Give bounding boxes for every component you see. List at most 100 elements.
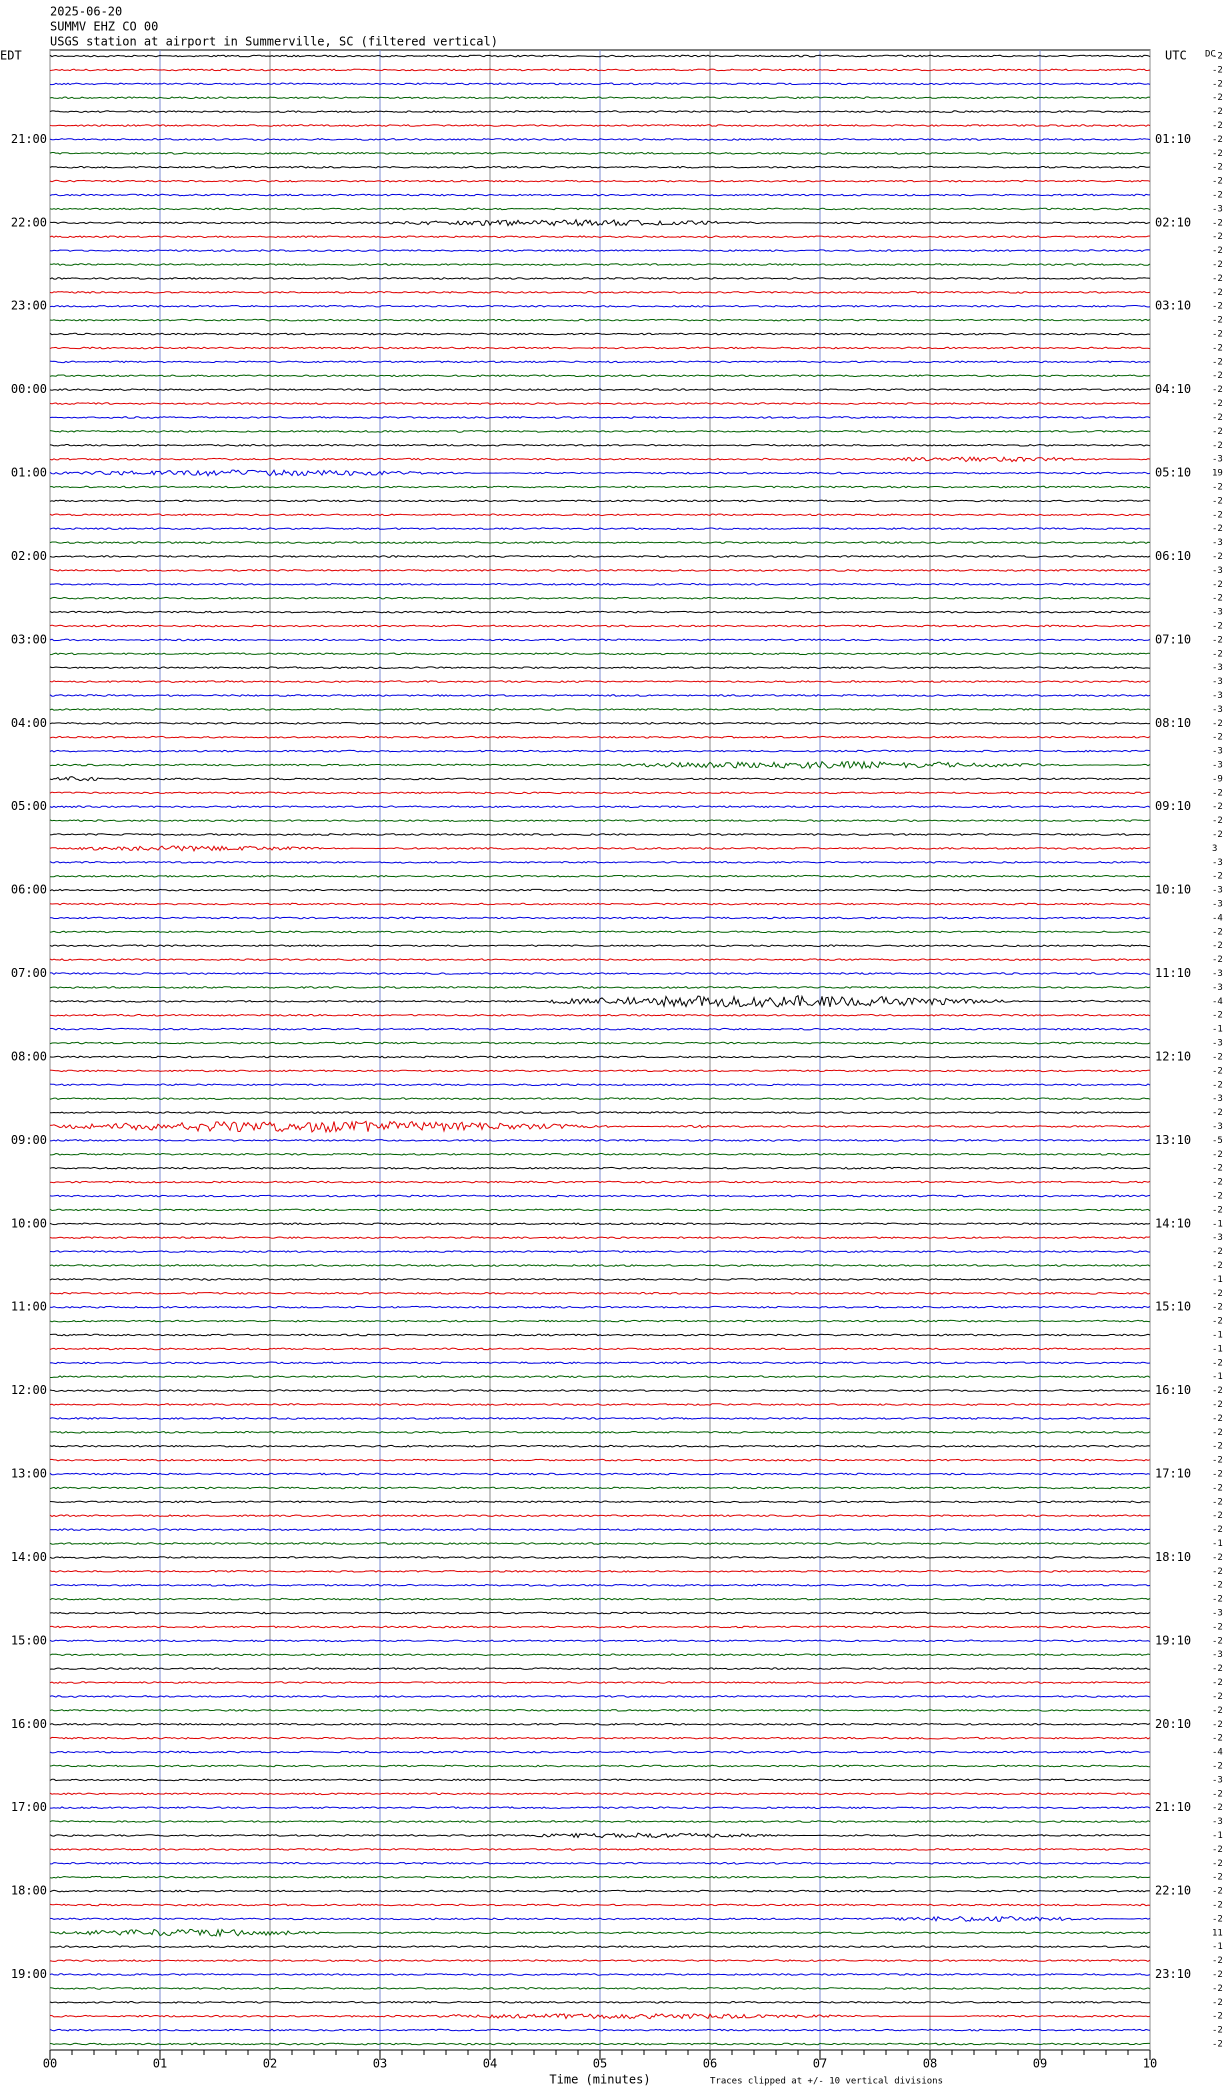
trace [49, 2028, 1151, 2032]
trace [49, 1013, 1151, 1017]
trace-offset: -2 [1212, 218, 1223, 228]
trace-offset: -1 [1212, 1275, 1223, 1285]
trace [49, 994, 1151, 1009]
trace-offset: -2 [1212, 927, 1223, 937]
trace-offset: -1 [1212, 1539, 1223, 1549]
trace [49, 1569, 1151, 1573]
trace [49, 1486, 1151, 1490]
trace-offset: -2 [1212, 1970, 1223, 1980]
trace [49, 54, 1151, 58]
trace-offset: -2 [1212, 1080, 1223, 1090]
trace [49, 666, 1151, 670]
left-zone: EDT [0, 49, 22, 63]
trace [49, 249, 1151, 252]
trace-offset: -3 [1212, 747, 1223, 757]
trace [49, 1681, 1151, 1684]
trace [49, 332, 1151, 336]
trace [49, 1928, 1151, 1938]
right-time: 17:10 [1155, 1467, 1191, 1481]
trace-offset: -3 [1212, 1817, 1223, 1827]
trace-offset: -3 [1212, 1233, 1223, 1243]
trace [49, 1653, 1151, 1657]
x-tick-label: 05 [593, 2057, 607, 2071]
trace [49, 902, 1151, 906]
trace [49, 1222, 1151, 1226]
trace [49, 541, 1151, 544]
trace [49, 1264, 1151, 1267]
trace-offset: -2 [1212, 1636, 1223, 1646]
trace-offset: -4 [1212, 913, 1223, 923]
trace-offset: -2 [1212, 1358, 1223, 1368]
left-time: 03:00 [11, 632, 47, 646]
trace [49, 708, 1151, 711]
trace-offset: -2 [1212, 385, 1223, 395]
trace-offset: -4 [1212, 1748, 1223, 1758]
trace [49, 485, 1151, 489]
x-tick-label: 00 [43, 2057, 57, 2071]
trace-offset: -2 [1212, 427, 1223, 437]
trace-offset: -2 [1212, 1442, 1223, 1452]
trace-offset: -2 [1212, 93, 1223, 103]
trace [49, 1277, 1151, 1281]
trace [49, 680, 1151, 684]
trace-offset: -2 [1212, 872, 1223, 882]
trace-offset: -2 [1212, 1789, 1223, 1799]
trace-offset: -2 [1212, 1178, 1223, 1188]
trace [49, 1959, 1151, 1962]
trace [49, 1597, 1151, 1601]
trace [49, 165, 1151, 169]
trace-offset: -2 [1212, 121, 1223, 131]
right-time: 04:10 [1155, 382, 1191, 396]
x-axis-title: Time (minutes) [549, 2073, 650, 2087]
trace-offset: -2 [1212, 830, 1223, 840]
trace [49, 1236, 1151, 1240]
trace [49, 1069, 1151, 1073]
trace-offset: -1 [1212, 1025, 1223, 1035]
left-time: 08:00 [11, 1049, 47, 1063]
trace [49, 1695, 1151, 1698]
trace-offset: -4 [1212, 997, 1223, 1007]
left-time: 16:00 [11, 1717, 47, 1731]
trace-offset: -2 [1212, 1761, 1223, 1771]
trace [49, 499, 1151, 503]
trace [49, 1542, 1150, 1545]
trace [49, 429, 1151, 433]
trace-offset: -2 [1212, 1720, 1223, 1730]
trace-offset: -2 [1212, 316, 1223, 326]
trace-offset: -3 [1212, 886, 1223, 896]
trace [49, 1973, 1151, 1976]
trace [49, 2042, 1150, 2046]
right-time: 11:10 [1155, 966, 1191, 980]
trace-offset: -2 [1212, 1900, 1223, 1910]
trace-offset: -5 [1212, 1136, 1223, 1146]
trace-offset: -3 [1212, 969, 1223, 979]
trace [49, 1194, 1151, 1198]
right-time: 13:10 [1155, 1133, 1191, 1147]
right-time: 03:10 [1155, 299, 1191, 313]
trace [49, 1250, 1151, 1254]
trace-offset: -2 [1212, 816, 1223, 826]
left-time: 01:00 [11, 466, 47, 480]
trace-offset: -2 [1212, 510, 1223, 520]
trace-offset: -2 [1212, 1803, 1223, 1813]
trace [49, 179, 1151, 183]
trace [49, 1305, 1151, 1309]
trace-offset: -3 [1212, 677, 1223, 687]
trace [49, 1667, 1150, 1671]
trace [49, 776, 1151, 782]
trace-offset: -2 [1212, 1664, 1223, 1674]
trace [49, 82, 1151, 86]
left-time: 00:00 [11, 382, 47, 396]
trace-offset: -2 [1212, 1873, 1223, 1883]
right-time: 19:10 [1155, 1633, 1191, 1647]
trace-offset: -2 [1212, 191, 1223, 201]
trace [49, 638, 1151, 642]
trace-offset: -2 [1212, 2026, 1223, 2036]
trace-offset: -9 [1212, 774, 1223, 784]
station: SUMMV EHZ CO 00 [50, 20, 158, 34]
trace-offset: -2 [1212, 1261, 1223, 1271]
trace [49, 1389, 1151, 1393]
trace [49, 1041, 1151, 1045]
trace [49, 1166, 1151, 1170]
